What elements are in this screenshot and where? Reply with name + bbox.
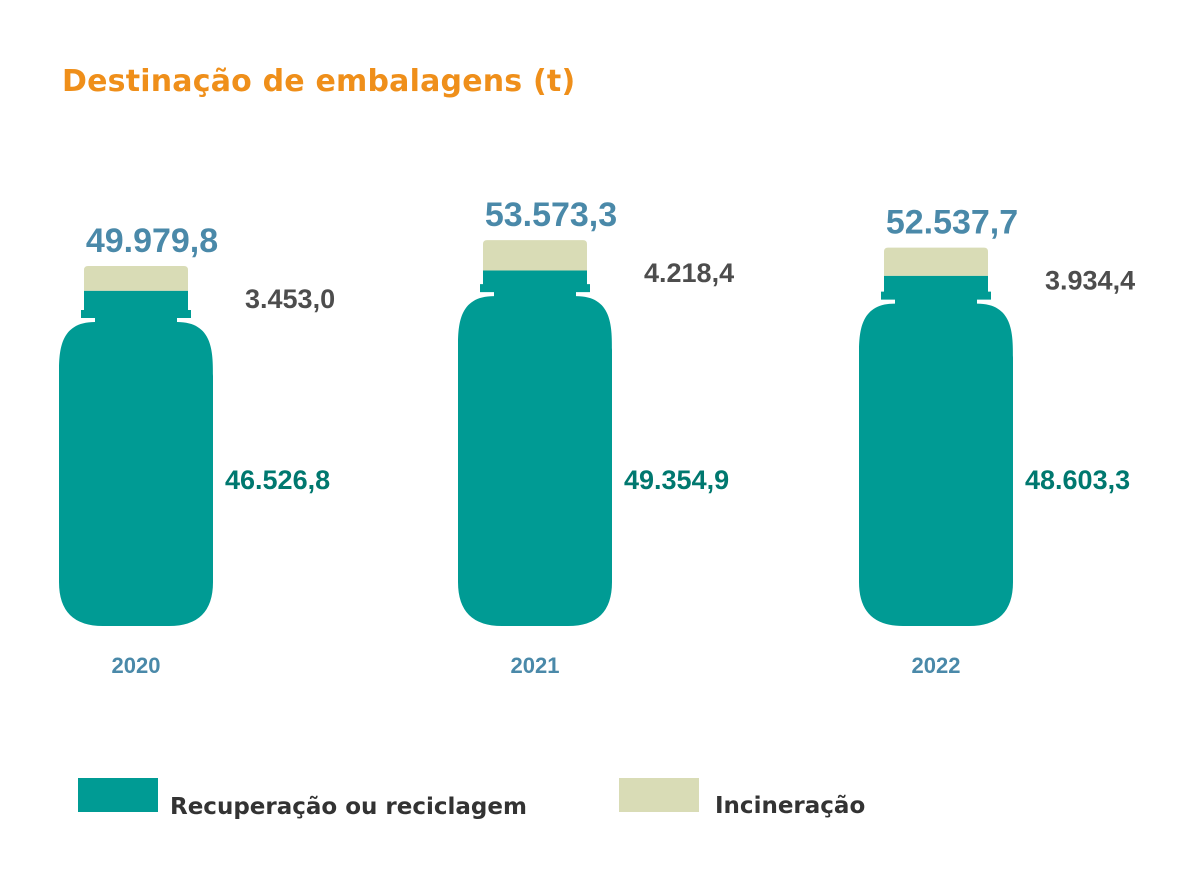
total-label-2021: 53.573,3 <box>485 196 617 234</box>
recovery-label-2022: 48.603,3 <box>1025 465 1130 495</box>
legend-swatch-incineration <box>619 778 699 812</box>
legend-label-incineration: Incineração <box>715 793 866 819</box>
incineration-label-2022: 3.934,4 <box>1045 266 1135 296</box>
incineration-label-2020: 3.453,0 <box>245 284 335 314</box>
legend-label-recovery: Recuperação ou reciclagem <box>170 794 527 820</box>
recovery-label-2021: 49.354,9 <box>624 465 729 495</box>
bar-recovery-2020 <box>59 290 213 626</box>
bottle-2021: 53.573,3 4.218,4 49.354,9 2021 <box>458 196 734 678</box>
chart-title: Destinação de embalagens (t) <box>62 64 576 99</box>
bar-incineration-2022 <box>859 247 1013 276</box>
bar-recovery-2022 <box>859 275 1013 626</box>
year-label-2020: 2020 <box>112 653 161 678</box>
total-label-2022: 52.537,7 <box>886 204 1018 242</box>
bar-incineration-2020 <box>59 266 213 291</box>
legend-swatch-recovery <box>78 778 158 812</box>
year-label-2022: 2022 <box>912 653 961 678</box>
recovery-label-2020: 46.526,8 <box>225 465 330 495</box>
total-label-2020: 49.979,8 <box>86 222 218 260</box>
bottle-2020: 49.979,8 3.453,0 46.526,8 2020 <box>59 222 335 678</box>
bar-incineration-2021 <box>458 240 612 271</box>
incineration-label-2021: 4.218,4 <box>644 258 734 288</box>
bar-recovery-2021 <box>458 270 612 627</box>
bottle-2022: 52.537,7 3.934,4 48.603,3 2022 <box>859 204 1135 678</box>
year-label-2021: 2021 <box>511 653 560 678</box>
